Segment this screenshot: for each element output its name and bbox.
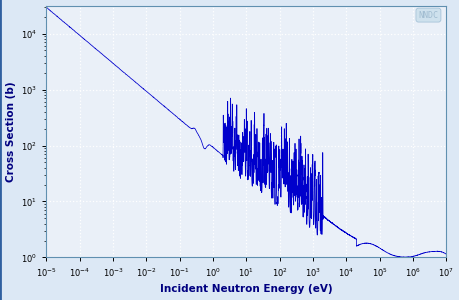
Y-axis label: Cross Section (b): Cross Section (b) <box>6 81 16 182</box>
Text: NNDC: NNDC <box>418 11 437 20</box>
X-axis label: Incident Neutron Energy (eV): Incident Neutron Energy (eV) <box>160 284 332 294</box>
